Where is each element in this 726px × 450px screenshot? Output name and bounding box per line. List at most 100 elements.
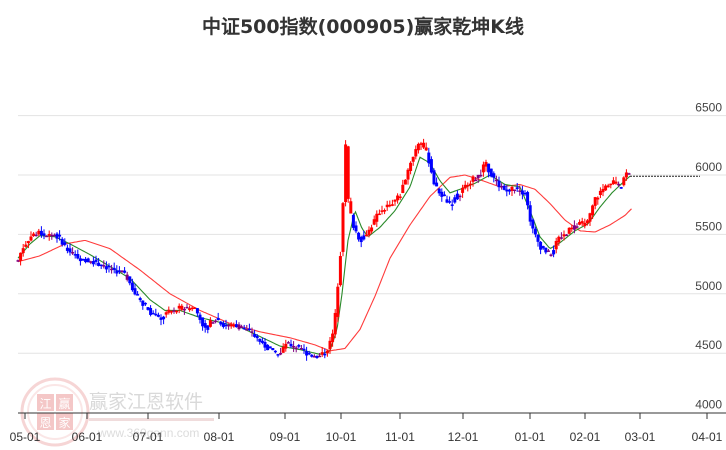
candle bbox=[107, 263, 111, 273]
candle bbox=[617, 181, 621, 187]
candle bbox=[286, 340, 290, 344]
x-tick-label: 05-01 bbox=[10, 430, 41, 444]
candle bbox=[162, 315, 166, 325]
candle bbox=[372, 215, 376, 226]
candle bbox=[489, 168, 493, 178]
candle bbox=[562, 230, 566, 241]
candle bbox=[609, 183, 613, 189]
candle bbox=[206, 325, 210, 334]
svg-text:家: 家 bbox=[58, 415, 70, 430]
candle bbox=[585, 219, 589, 226]
candle bbox=[367, 226, 371, 238]
candle bbox=[500, 183, 504, 190]
candle bbox=[263, 338, 267, 352]
x-tick-label: 07-01 bbox=[133, 430, 164, 444]
candle bbox=[323, 348, 327, 359]
candle bbox=[393, 199, 397, 206]
candle bbox=[84, 257, 88, 264]
x-tick-label: 10-01 bbox=[326, 430, 357, 444]
candle bbox=[385, 200, 389, 211]
candle bbox=[471, 175, 475, 187]
candle bbox=[383, 208, 387, 215]
candle bbox=[227, 323, 231, 330]
y-tick-label: 4000 bbox=[695, 398, 722, 412]
candle bbox=[484, 159, 488, 172]
candle bbox=[578, 219, 582, 226]
candle bbox=[97, 257, 101, 267]
candle bbox=[71, 247, 75, 255]
candle bbox=[349, 197, 353, 214]
x-tick-label: 01-01 bbox=[515, 430, 546, 444]
candle bbox=[234, 320, 238, 328]
candle bbox=[284, 339, 288, 352]
candle bbox=[16, 259, 20, 262]
candle bbox=[422, 138, 426, 149]
candle bbox=[325, 349, 329, 357]
x-tick-label: 12-01 bbox=[448, 430, 479, 444]
candle bbox=[359, 235, 363, 248]
candle bbox=[601, 183, 605, 197]
candle bbox=[398, 193, 402, 200]
candle bbox=[229, 322, 233, 329]
candle bbox=[401, 179, 405, 194]
candle bbox=[133, 283, 137, 296]
candle bbox=[208, 317, 212, 328]
candle bbox=[461, 184, 465, 198]
candle bbox=[247, 323, 251, 331]
candle bbox=[221, 320, 225, 329]
candle bbox=[253, 329, 257, 338]
candle bbox=[598, 187, 602, 199]
candle bbox=[531, 218, 535, 234]
candle bbox=[557, 235, 561, 246]
candle bbox=[338, 251, 342, 287]
candle bbox=[237, 322, 241, 331]
candle bbox=[315, 355, 319, 359]
candle bbox=[292, 341, 296, 352]
candle bbox=[523, 190, 527, 196]
candle bbox=[344, 140, 348, 207]
gridlines bbox=[18, 115, 726, 354]
candle bbox=[570, 224, 574, 232]
x-tick-label: 11-01 bbox=[385, 430, 415, 444]
x-tick-label: 09-01 bbox=[270, 430, 301, 444]
candle bbox=[240, 324, 244, 328]
candle bbox=[479, 169, 483, 178]
candle bbox=[130, 278, 134, 292]
candle bbox=[565, 234, 569, 237]
candle bbox=[507, 188, 511, 195]
candle bbox=[146, 306, 150, 311]
candle bbox=[559, 232, 563, 240]
candle bbox=[198, 312, 202, 324]
candle bbox=[606, 183, 610, 188]
candle bbox=[224, 319, 228, 330]
y-tick-label: 6000 bbox=[695, 160, 722, 174]
candle bbox=[333, 309, 337, 339]
candle bbox=[117, 266, 121, 275]
candle bbox=[502, 183, 506, 191]
candle bbox=[481, 161, 485, 177]
candle bbox=[102, 260, 106, 269]
x-tick-label: 03-01 bbox=[625, 430, 656, 444]
candle bbox=[42, 229, 46, 240]
candle bbox=[318, 353, 322, 358]
candle bbox=[510, 185, 514, 196]
candle bbox=[468, 180, 472, 190]
candle bbox=[81, 258, 85, 262]
candle bbox=[279, 347, 283, 356]
candle bbox=[541, 245, 545, 250]
candle bbox=[406, 168, 410, 185]
candle bbox=[294, 345, 298, 353]
candle bbox=[536, 234, 540, 247]
candle bbox=[414, 145, 418, 160]
candle bbox=[474, 176, 478, 182]
candle bbox=[307, 350, 311, 356]
candle bbox=[458, 194, 462, 202]
candle bbox=[86, 257, 90, 263]
candle bbox=[591, 204, 595, 220]
candle bbox=[297, 343, 301, 349]
candle bbox=[596, 196, 600, 205]
candle bbox=[104, 261, 108, 273]
candle bbox=[151, 310, 155, 315]
x-tick-label: 06-01 bbox=[72, 430, 103, 444]
candle bbox=[281, 343, 285, 353]
